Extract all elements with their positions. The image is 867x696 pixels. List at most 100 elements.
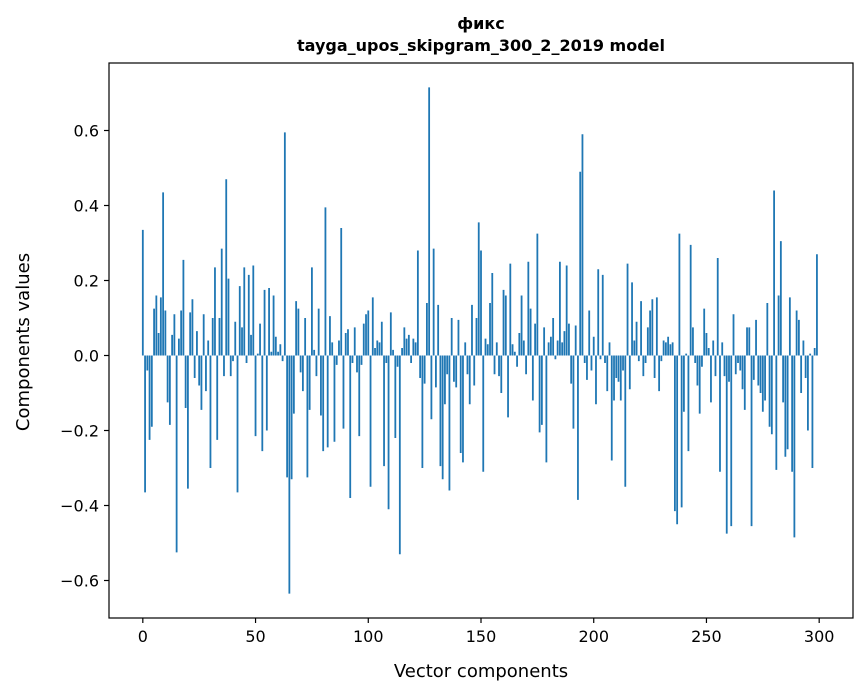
bar-component-3 xyxy=(148,355,151,440)
bar-component-216 xyxy=(628,355,631,390)
bar-component-146 xyxy=(471,304,473,356)
bar-component-166 xyxy=(516,355,518,367)
bar-component-179 xyxy=(545,355,548,463)
bar-component-288 xyxy=(791,355,794,472)
bar-component-24 xyxy=(196,331,198,356)
y-tick-label: 0.2 xyxy=(74,272,99,291)
bar-component-108 xyxy=(385,355,388,363)
bar-component-171 xyxy=(527,261,530,356)
bar-component-83 xyxy=(329,316,331,356)
bar-component-124 xyxy=(421,355,424,468)
bar-component-233 xyxy=(667,336,670,356)
bar-component-227 xyxy=(653,355,656,378)
bar-component-101 xyxy=(369,355,372,487)
bar-component-70 xyxy=(299,355,302,373)
bar-component-253 xyxy=(712,340,715,356)
bar-component-293 xyxy=(802,340,805,356)
bar-component-151 xyxy=(482,355,485,472)
bar-component-267 xyxy=(743,355,746,410)
bar-component-89 xyxy=(342,355,345,429)
bar-component-209 xyxy=(613,355,615,401)
y-axis-ticks: −0.6 −0.4 −0.2 0.0 0.2 0.4 0.6 xyxy=(60,122,109,591)
bar-component-67 xyxy=(292,355,295,414)
x-tick-label: 0 xyxy=(138,627,148,646)
bar-component-71 xyxy=(301,355,304,392)
bar-component-255 xyxy=(716,258,719,356)
bar-component-198 xyxy=(588,310,591,356)
bar-component-76 xyxy=(313,349,316,356)
bar-component-270 xyxy=(750,355,753,527)
bar-component-98 xyxy=(362,323,365,356)
bar-component-168 xyxy=(520,295,523,356)
bar-component-30 xyxy=(209,355,212,468)
bar-component-229 xyxy=(658,355,661,392)
bar-component-202 xyxy=(597,269,600,356)
bar-component-102 xyxy=(371,297,374,356)
bar-component-12 xyxy=(168,355,171,425)
bar-component-218 xyxy=(633,340,636,356)
bar-component-173 xyxy=(531,355,534,401)
bar-component-34 xyxy=(218,318,221,356)
bar-component-49 xyxy=(252,265,255,356)
bar-component-193 xyxy=(577,355,579,500)
bar-component-211 xyxy=(617,355,620,382)
x-tick-label: 100 xyxy=(353,627,384,646)
x-tick-label: 300 xyxy=(804,627,835,646)
bar-component-88 xyxy=(340,228,343,356)
x-axis-label: Vector components xyxy=(394,661,568,682)
bar-component-149 xyxy=(477,222,480,356)
bar-component-281 xyxy=(775,355,778,470)
bar-component-150 xyxy=(480,250,482,356)
bar-component-234 xyxy=(669,344,672,356)
bar-component-190 xyxy=(570,355,573,384)
bar-component-238 xyxy=(678,233,681,356)
bar-component-145 xyxy=(468,355,471,405)
bar-component-285 xyxy=(784,355,787,457)
bar-component-213 xyxy=(622,355,624,371)
bar-component-188 xyxy=(565,265,568,356)
bar-component-86 xyxy=(335,355,338,365)
bar-component-258 xyxy=(723,355,726,377)
bar-component-261 xyxy=(730,355,733,527)
bar-component-257 xyxy=(721,342,724,356)
bar-component-139 xyxy=(455,355,458,388)
bar-component-181 xyxy=(549,336,552,356)
bar-component-29 xyxy=(207,340,210,356)
bar-component-230 xyxy=(660,355,663,362)
bar-component-113 xyxy=(396,355,399,367)
bar-component-268 xyxy=(746,327,748,356)
bar-component-283 xyxy=(779,241,782,356)
bar-component-51 xyxy=(256,353,259,356)
bar-component-191 xyxy=(572,355,575,429)
bar-component-121 xyxy=(414,342,417,356)
bar-component-295 xyxy=(807,355,809,431)
bar-component-203 xyxy=(599,355,602,360)
bar-component-75 xyxy=(311,267,313,356)
bar-component-79 xyxy=(320,355,322,416)
bar-component-111 xyxy=(392,349,394,356)
bar-component-109 xyxy=(387,355,390,510)
bar-component-275 xyxy=(761,355,764,412)
bar-component-42 xyxy=(236,355,239,493)
bar-component-64 xyxy=(286,355,289,478)
bar-component-246 xyxy=(696,355,699,386)
bar-component-136 xyxy=(448,355,451,491)
bar-component-23 xyxy=(193,355,196,378)
bar-component-178 xyxy=(543,327,546,356)
bar-component-19 xyxy=(184,355,187,408)
bar-component-115 xyxy=(401,348,403,356)
bar-component-117 xyxy=(405,338,408,356)
bar-component-165 xyxy=(513,351,516,356)
bar-component-224 xyxy=(646,327,649,356)
bar-component-16 xyxy=(177,338,180,356)
bar-component-294 xyxy=(804,355,807,378)
bar-component-85 xyxy=(333,355,336,442)
bar-component-269 xyxy=(748,327,751,356)
bar-component-175 xyxy=(536,233,539,356)
bar-component-105 xyxy=(378,342,381,356)
bar-component-184 xyxy=(556,340,559,356)
bar-component-292 xyxy=(800,355,803,393)
bar-component-250 xyxy=(705,333,708,356)
bar-component-247 xyxy=(698,355,701,414)
bar-component-160 xyxy=(502,289,505,356)
